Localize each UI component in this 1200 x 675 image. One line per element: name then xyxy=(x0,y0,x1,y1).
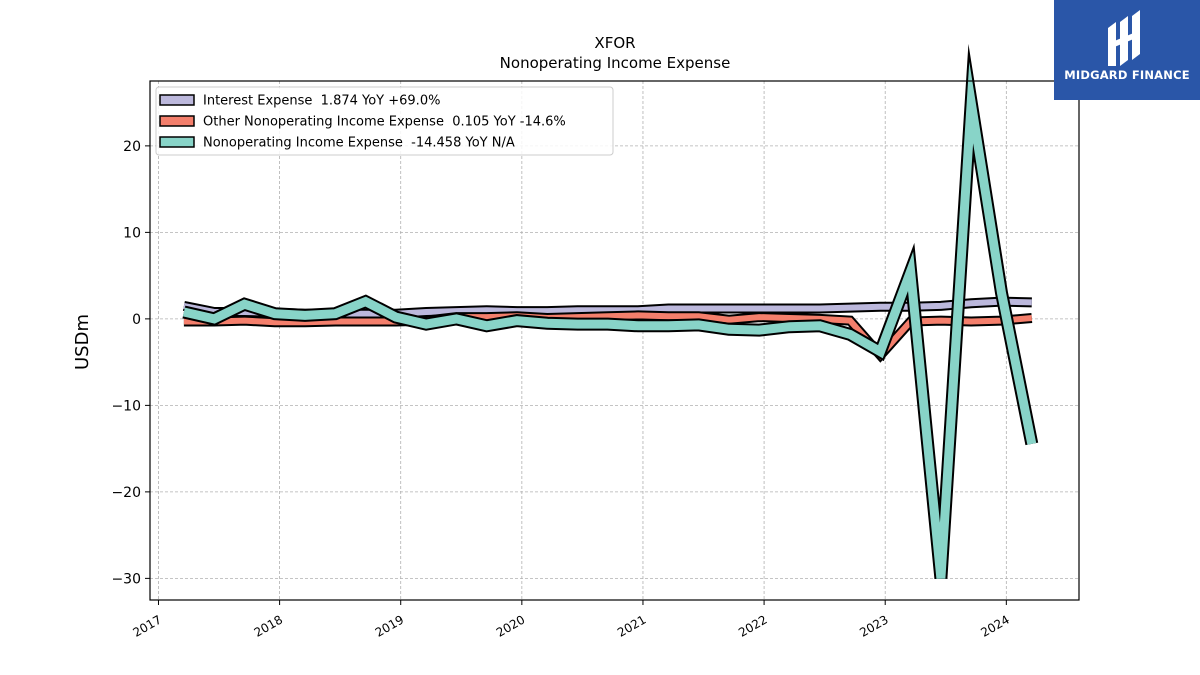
x-tick-label: 2019 xyxy=(373,612,406,639)
legend-swatch-nonoperating-income-expense xyxy=(159,136,195,148)
x-tick-label: 2020 xyxy=(494,612,527,639)
grid-lines xyxy=(150,81,1079,600)
chart-subtitle: Nonoperating Income Expense xyxy=(500,54,731,72)
x-axis: 2017 2018 2019 2020 2021 2022 2023 2024 xyxy=(131,600,1012,640)
legend-label-other-nonoperating-income-expense: Other Nonoperating Income Expense 0.105 … xyxy=(203,115,566,130)
x-tick-label: 2021 xyxy=(615,612,648,639)
nonoperating-income-expense-line xyxy=(182,61,1037,579)
legend-box xyxy=(155,86,614,156)
y-tick-label: −20 xyxy=(111,485,141,501)
y-tick-label: −30 xyxy=(111,571,141,587)
y-tick-label: 10 xyxy=(123,225,141,241)
series-lines xyxy=(182,43,1039,580)
nonoperating-income-expense-outline xyxy=(182,43,1039,580)
other-nonoperating-income-expense-line xyxy=(183,312,1033,360)
y-tick-label: 20 xyxy=(123,139,141,155)
legend-label-interest-expense: Interest Expense 1.874 YoY +69.0% xyxy=(203,94,440,109)
legend-swatch-interest-expense xyxy=(159,94,195,106)
x-tick-label: 2024 xyxy=(978,612,1011,639)
legend: Interest Expense 1.874 YoY +69.0% Other N… xyxy=(155,86,614,156)
x-tick-label: 2023 xyxy=(857,612,890,639)
y-tick-label: 0 xyxy=(132,312,141,328)
brand-name: MIDGARD FINANCE xyxy=(1064,68,1190,82)
x-tick-label: 2018 xyxy=(252,612,285,639)
midgard-logo-icon xyxy=(1108,10,1140,66)
legend-swatch-other-nonoperating-income-expense xyxy=(159,115,195,127)
y-tick-label: −10 xyxy=(111,398,141,414)
legend-label-nonoperating-income-expense: Nonoperating Income Expense -14.458 YoY … xyxy=(203,136,515,151)
plot-frame xyxy=(149,80,1080,601)
x-tick-label: 2022 xyxy=(736,612,769,639)
chart-title: XFOR xyxy=(594,34,635,52)
brand-logo: MIDGARD FINANCE xyxy=(1054,0,1200,100)
y-axis-label: USDm xyxy=(72,314,93,370)
x-tick-label: 2017 xyxy=(131,612,164,639)
y-axis: −30 −20 −10 0 10 20 xyxy=(111,139,150,587)
